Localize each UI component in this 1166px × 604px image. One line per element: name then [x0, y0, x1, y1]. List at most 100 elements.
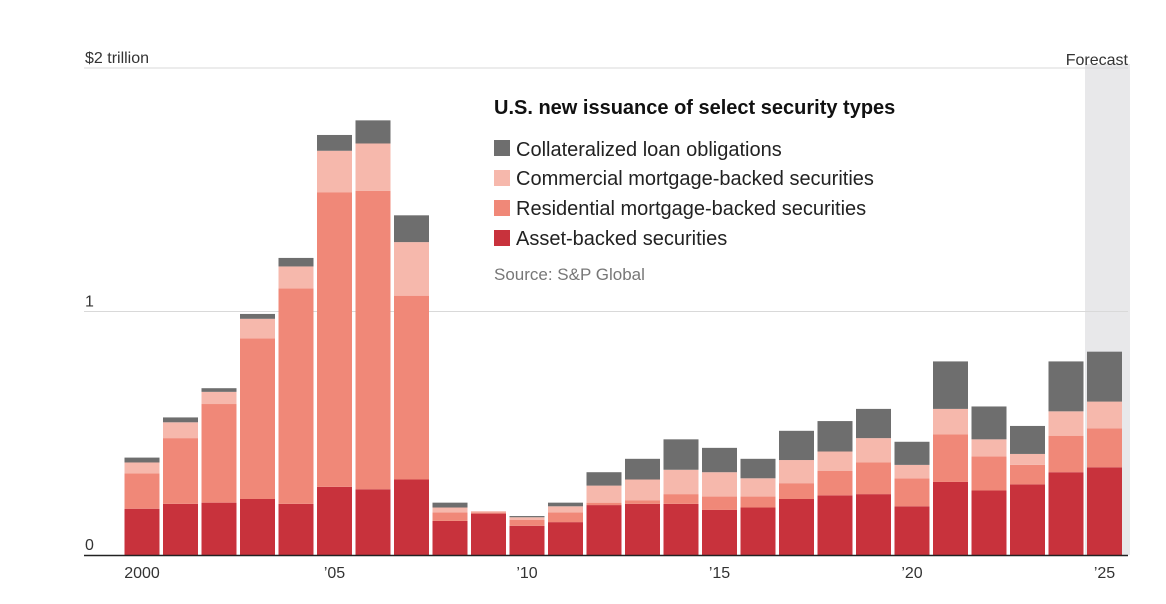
bar-segment: [278, 288, 314, 504]
bar-group-2010: [509, 516, 545, 555]
bar-segment: [201, 391, 237, 405]
bar-segment: [856, 438, 891, 463]
bar-segment: [702, 472, 737, 497]
bar-segment: [625, 479, 660, 501]
bar-segment: [856, 494, 891, 555]
bar-segment: [124, 508, 160, 555]
bar-segment: [317, 192, 352, 487]
bar-segment: [124, 473, 160, 509]
bar-segment: [278, 503, 314, 555]
bar-segment: [124, 457, 160, 463]
bar-segment: [355, 489, 391, 555]
y-tick-label: 1: [85, 294, 94, 311]
bar-group-2002: [201, 388, 237, 555]
bar-segment: [201, 388, 237, 392]
legend-label-cmbs: Commercial mortgage-backed securities: [516, 168, 874, 190]
x-tick-label: ’15: [709, 565, 730, 582]
bar-segment: [1048, 411, 1084, 436]
bar-segment: [509, 516, 545, 518]
bar-segment: [163, 417, 198, 423]
bar-segment: [779, 498, 814, 555]
bar-segment: [1087, 467, 1122, 555]
bar-segment: [586, 485, 622, 503]
bar-segment: [1010, 425, 1045, 454]
bar-segment: [933, 481, 968, 555]
bar-segment: [586, 502, 622, 506]
bar-segment: [355, 190, 391, 490]
bar-segment: [817, 451, 853, 471]
bar-group-2012: [586, 472, 622, 555]
bar-segment: [163, 422, 198, 439]
bar-group-2023: [1010, 425, 1045, 555]
bar-segment: [240, 318, 275, 339]
bar-segment: [625, 458, 660, 480]
bar-segment: [663, 494, 699, 504]
chart-title: U.S. new issuance of select security typ…: [494, 97, 895, 119]
bar-segment: [548, 506, 583, 513]
bar-group-2004: [278, 257, 314, 555]
source-note: Source: S&P Global: [494, 265, 645, 284]
bar-segment: [894, 464, 930, 479]
bar-segment: [933, 361, 968, 409]
bar-segment: [933, 434, 968, 482]
bar-segment: [471, 513, 506, 555]
bar-segment: [278, 266, 314, 289]
bar-segment: [201, 502, 237, 555]
x-tick-label: ’10: [516, 565, 537, 582]
bar-group-2013: [625, 458, 660, 555]
bar-segment: [317, 134, 352, 151]
bar-segment: [432, 502, 468, 508]
bar-group-2025: [1087, 351, 1122, 555]
x-tick-label: ’20: [901, 565, 922, 582]
bar-segment: [124, 462, 160, 474]
legend-swatch-clo: [494, 140, 510, 156]
bar-group-2016: [740, 458, 776, 555]
bar-segment: [856, 408, 891, 439]
bar-segment: [971, 406, 1007, 440]
bar-segment: [394, 479, 429, 555]
bar-segment: [702, 509, 737, 555]
bar-segment: [740, 507, 776, 555]
bar-segment: [625, 503, 660, 555]
bar-segment: [548, 522, 583, 555]
bar-segment: [663, 469, 699, 495]
y-tick-label: $2 trillion: [85, 50, 149, 67]
bar-segment: [163, 503, 198, 555]
bar-segment: [933, 408, 968, 435]
bar-group-2018: [817, 421, 853, 555]
bar-segment: [1087, 401, 1122, 429]
bar-group-2009: [471, 511, 506, 555]
legend-label-clo: Collateralized loan obligations: [516, 139, 782, 161]
bar-segment: [894, 506, 930, 555]
bar-segment: [1048, 435, 1084, 473]
bar-segment: [355, 120, 391, 144]
bar-segment: [702, 496, 737, 510]
bar-segment: [779, 483, 814, 499]
bar-segment: [509, 519, 545, 526]
bar-segment: [894, 478, 930, 507]
bar-group-2024: [1048, 361, 1084, 555]
legend: U.S. new issuance of select security typ…: [494, 97, 895, 284]
legend-swatch-abs: [494, 230, 510, 246]
bar-group-2019: [856, 408, 891, 555]
bar-segment: [971, 439, 1007, 457]
bar-segment: [1010, 453, 1045, 465]
bar-group-2015: [702, 447, 737, 555]
bar-segment: [394, 215, 429, 243]
bar-segment: [817, 421, 853, 452]
bar-segment: [317, 150, 352, 193]
bar-segment: [432, 520, 468, 555]
forecast-label: Forecast: [1066, 52, 1129, 69]
bar-segment: [586, 472, 622, 486]
bar-segment: [740, 458, 776, 479]
bar-segment: [971, 456, 1007, 491]
bar-segment: [471, 511, 506, 513]
bar-group-2007: [394, 215, 429, 555]
bar-segment: [1048, 361, 1084, 412]
bar-segment: [1087, 351, 1122, 402]
bar-segment: [817, 495, 853, 555]
bar-segment: [1087, 428, 1122, 468]
bar-segment: [625, 500, 660, 504]
bar-segment: [201, 404, 237, 503]
